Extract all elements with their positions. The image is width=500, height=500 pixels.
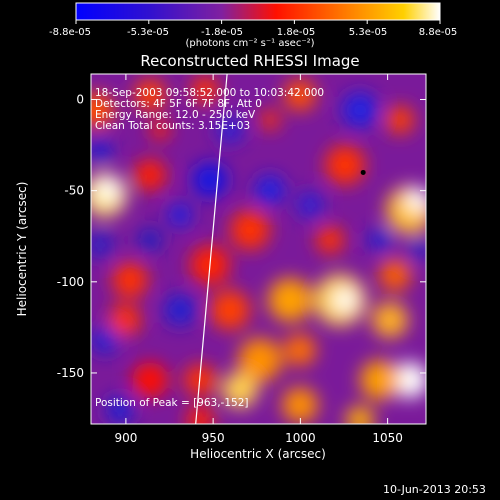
heatmap-blob <box>268 278 312 322</box>
x-tick-label: 1050 <box>372 431 403 445</box>
heatmap-blob <box>372 302 408 338</box>
colorbar-gradient <box>75 2 441 21</box>
heatmap-blob <box>91 92 114 128</box>
colorbar-tick-label: -5.3e-05 <box>127 27 169 38</box>
heatmap-blob <box>282 387 318 423</box>
heatmap-blob <box>392 362 426 398</box>
solar-limb-line <box>195 73 228 425</box>
heatmap-blob <box>134 79 166 111</box>
heatmap-blob <box>106 396 134 424</box>
y-axis-ticks: 0 -50 -100 -150 <box>57 93 426 380</box>
heatmap-blob <box>96 178 120 202</box>
heatmap-blob <box>168 203 192 227</box>
heatmap-blob <box>112 262 148 298</box>
heatmap-blob <box>368 228 392 252</box>
heatmap-blob <box>132 362 168 398</box>
chart-title: Reconstructed RHESSI Image <box>140 52 360 70</box>
heatmap-blob <box>191 76 219 104</box>
colorbar-tick-label: -1.8e-05 <box>201 27 243 38</box>
heatmap-blob <box>284 334 316 366</box>
plot-frame <box>90 73 427 425</box>
x-axis-label: Heliocentric X (arcsec) <box>190 447 326 461</box>
heatmap-blob <box>91 326 119 354</box>
footer-timestamp: 10-Jun-2013 20:53 <box>383 483 486 496</box>
heatmap-blob <box>408 238 426 262</box>
colorbar-tick-label: 5.3e-05 <box>348 27 388 38</box>
annotation-clean-counts: Clean Total counts: 3.15E+03 <box>95 120 251 132</box>
peak-marker <box>360 169 366 175</box>
heatmap-blob <box>91 231 114 259</box>
heatmap-blob <box>164 294 196 326</box>
y-tick-label: -150 <box>57 366 84 380</box>
heatmap-blob <box>150 120 170 140</box>
heatmap-blob <box>138 228 162 252</box>
colorbar-unit-label: (photons cm⁻² s⁻¹ asec⁻²) <box>185 38 315 49</box>
heatmap-blob <box>379 259 411 291</box>
heatmap-blob <box>346 406 374 424</box>
y-tick-label: -50 <box>64 184 84 198</box>
y-tick-label: 0 <box>76 93 84 107</box>
heatmap-blob <box>333 288 357 312</box>
y-axis-label: Heliocentric Y (arcsec) <box>15 182 29 317</box>
x-axis-ticks: 900 950 1000 1050 <box>114 74 403 445</box>
heatmap-blob <box>255 175 285 205</box>
colorbar-tickmarks <box>75 20 441 24</box>
heatmap-blob <box>222 372 258 408</box>
heatmap-blob <box>260 110 280 130</box>
heatmap-blob <box>325 145 365 185</box>
heatmap-blob <box>210 290 250 330</box>
x-tick-label: 900 <box>114 431 137 445</box>
colorbar-tick-label: -8.8e-05 <box>49 27 91 38</box>
heatmap-blob <box>186 406 214 424</box>
heatmap-blob <box>342 92 378 128</box>
heatmap-blob <box>134 159 166 191</box>
heatmap-blob <box>316 226 344 254</box>
x-tick-label: 950 <box>202 431 225 445</box>
y-tick-label: -100 <box>57 275 84 289</box>
annotation-time-range: 18-Sep-2003 09:58:52.000 to 10:03:42.000 <box>95 87 325 99</box>
colorbar-tick-label: 1.8e-05 <box>276 27 316 38</box>
heatmap-blob <box>230 210 270 250</box>
colorbar-tick-label: 8.8e-05 <box>418 27 458 38</box>
heatmap-blob <box>91 138 112 162</box>
heatmap-blob <box>406 188 426 212</box>
annotation-peak-position: Position of Peak = [963,-152] <box>95 397 249 409</box>
heatmap-blob <box>386 106 414 134</box>
colorbar <box>75 2 441 24</box>
heatmap-blob <box>192 162 228 198</box>
heatmap-blob <box>360 360 400 400</box>
heatmap-blob <box>284 79 316 111</box>
annotation-energy-range: Energy Range: 12.0 - 25.0 keV <box>95 109 256 121</box>
heatmap-blob <box>238 338 282 382</box>
heatmap-blob <box>109 304 141 336</box>
heatmap-blob <box>296 191 324 219</box>
annotation-detectors: Detectors: 4F 5F 6F 7F 8F, Att 0 <box>95 98 262 110</box>
x-tick-label: 1000 <box>285 431 316 445</box>
